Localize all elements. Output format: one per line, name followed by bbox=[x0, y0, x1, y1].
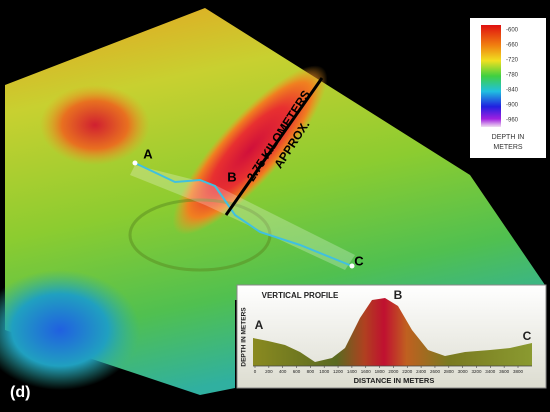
y-axis-label: DEPTH IN METERS bbox=[241, 307, 248, 367]
legend-tick-label: -660 bbox=[506, 43, 519, 49]
x-tick-label: 2000 bbox=[388, 369, 399, 374]
legend-title: DEPTH IN bbox=[492, 134, 525, 141]
point-label: A bbox=[143, 146, 153, 161]
x-tick-label: 2800 bbox=[444, 369, 455, 374]
x-tick-label: 0 bbox=[254, 369, 257, 374]
x-tick-label: 3000 bbox=[458, 369, 469, 374]
point-label: C bbox=[354, 253, 364, 268]
legend-tick-label: -600 bbox=[506, 28, 519, 34]
deep-area bbox=[0, 270, 140, 390]
x-tick-label: 1800 bbox=[375, 369, 386, 374]
x-tick-label: 600 bbox=[293, 369, 301, 374]
profile-inset: VERTICAL PROFILE DEPTH IN METERS DISTANC… bbox=[236, 284, 547, 389]
x-tick-label: 1600 bbox=[361, 369, 372, 374]
legend-tick-label: -960 bbox=[506, 118, 519, 124]
x-tick-label: 3600 bbox=[499, 369, 510, 374]
left-peak bbox=[40, 85, 150, 165]
color-bar bbox=[481, 25, 501, 127]
x-tick-label: 2400 bbox=[416, 369, 427, 374]
x-axis-label: DISTANCE IN METERS bbox=[354, 376, 435, 385]
legend-tick-label: -780 bbox=[506, 73, 519, 79]
x-tick-label: 2200 bbox=[402, 369, 413, 374]
figure-label: (d) bbox=[10, 384, 30, 401]
x-tick-label: 1200 bbox=[333, 369, 344, 374]
x-tick-label: 3800 bbox=[513, 369, 524, 374]
x-tick-label: 200 bbox=[265, 369, 273, 374]
point-label: A bbox=[255, 318, 264, 332]
legend-tick-label: -840 bbox=[506, 88, 519, 94]
legend-title: METERS bbox=[493, 144, 523, 151]
x-tick-label: 2600 bbox=[430, 369, 441, 374]
point-label: C bbox=[523, 329, 532, 343]
x-tick-label: 800 bbox=[307, 369, 315, 374]
distance-line bbox=[224, 77, 324, 216]
x-tick-label: 3400 bbox=[485, 369, 496, 374]
ridge bbox=[172, 65, 328, 235]
x-tick-label: 1400 bbox=[347, 369, 358, 374]
legend-tick-label: -900 bbox=[506, 103, 519, 109]
point-label: B bbox=[394, 288, 403, 302]
profile-title: VERTICAL PROFILE bbox=[262, 291, 339, 300]
x-tick-label: 400 bbox=[279, 369, 287, 374]
x-tick-label: 3200 bbox=[471, 369, 482, 374]
profile-path bbox=[134, 162, 353, 267]
point-c-marker bbox=[349, 263, 355, 269]
point-a-marker bbox=[132, 160, 138, 166]
point-label: B bbox=[227, 169, 236, 184]
legend-tick-label: -720 bbox=[506, 58, 519, 64]
legend: DEPTH IN METERS -600 -660 -720 -780 -840 -900… bbox=[470, 18, 546, 158]
profile-shape bbox=[253, 298, 532, 366]
x-tick-label: 1000 bbox=[319, 369, 330, 374]
